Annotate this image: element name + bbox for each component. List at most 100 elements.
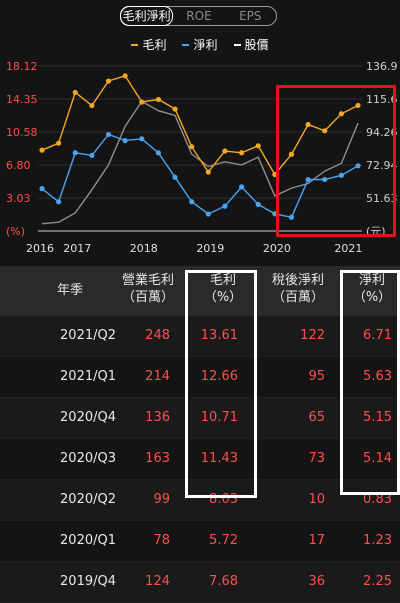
cell-quarter: 2020/Q1 xyxy=(60,533,116,548)
x-tick-label: 2021 xyxy=(334,242,362,255)
x-tick-label: 2019 xyxy=(196,242,224,255)
table-row[interactable]: 2020/Q1 78 5.72 17 1.23 xyxy=(0,521,400,562)
highlight-box-recent-chart xyxy=(276,85,396,237)
header-net-margin-line2: （%） xyxy=(352,290,392,305)
header-net-profit: 稅後淨利 （百萬） xyxy=(258,272,338,306)
cell-gross-margin: 13.61 xyxy=(200,328,238,343)
net-margin-point xyxy=(172,174,178,180)
cell-quarter: 2019/Q4 xyxy=(60,574,116,589)
legend-price-label: 股價 xyxy=(244,38,269,52)
cell-net-margin: 5.63 xyxy=(363,369,392,384)
cell-net-profit: 17 xyxy=(308,533,325,548)
gross-margin-point xyxy=(305,121,311,128)
chart-type-tabs: 毛利淨利 ROE EPS xyxy=(120,6,277,26)
cell-net-profit: 122 xyxy=(300,328,325,343)
net-margin-point xyxy=(222,203,228,209)
table-row[interactable]: 2021/Q2 248 13.61 122 6.71 xyxy=(0,316,400,357)
header-gross-profit-line1: 營業毛利 xyxy=(121,273,174,288)
cell-gross-profit: 78 xyxy=(153,533,170,548)
table-header: 年季 營業毛利 （百萬） 毛利 （%） 稅後淨利 （百萬） 淨利 （%） xyxy=(0,266,400,316)
table-row[interactable]: 2020/Q4 136 10.71 65 5.15 xyxy=(0,398,400,439)
legend-price-swatch xyxy=(233,43,241,46)
cell-net-margin: 5.15 xyxy=(363,410,392,425)
cell-net-margin: 2.25 xyxy=(363,574,392,589)
legend-net-swatch xyxy=(182,43,190,46)
table-row[interactable]: 2020/Q3 163 11.43 73 5.14 xyxy=(0,439,400,480)
chart-legend: 毛利 淨利 股價 xyxy=(0,36,400,53)
cell-net-profit: 73 xyxy=(308,451,325,466)
legend-net-label: 淨利 xyxy=(193,38,218,52)
header-gross-margin-line2: （%） xyxy=(203,290,243,305)
cell-gross-profit: 214 xyxy=(145,369,170,384)
left-axis-tick: 6.80 xyxy=(6,159,31,172)
legend-price[interactable]: 股價 xyxy=(233,36,269,53)
gross-margin-point xyxy=(189,144,195,150)
cell-quarter: 2021/Q1 xyxy=(60,369,116,384)
header-gross-margin-line1: 毛利 xyxy=(209,273,236,288)
x-tick-label: 2018 xyxy=(130,242,158,255)
cell-net-margin: 0.83 xyxy=(363,492,392,507)
tab-margin[interactable]: 毛利淨利 xyxy=(120,6,174,26)
net-margin-point xyxy=(305,176,311,183)
net-margin-point xyxy=(338,172,344,178)
cell-net-profit: 36 xyxy=(308,574,325,589)
table-row[interactable]: 2019/Q4 124 7.68 36 2.25 xyxy=(0,562,400,603)
gross-margin-point xyxy=(255,143,261,149)
cell-quarter: 2020/Q3 xyxy=(60,451,116,466)
cell-net-margin: 5.14 xyxy=(363,451,392,466)
x-tick-label: 2017 xyxy=(63,242,91,255)
cell-gross-profit: 248 xyxy=(145,328,170,343)
net-margin-point xyxy=(56,199,62,205)
gross-margin-point xyxy=(238,150,245,156)
right-axis-tick: 51.63 xyxy=(366,192,398,205)
net-margin-point xyxy=(39,186,45,192)
left-axis-tick: (%) xyxy=(6,225,25,238)
gross-margin-point xyxy=(288,151,295,157)
legend-gross[interactable]: 毛利 xyxy=(131,36,166,53)
header-net-profit-line2: （百萬） xyxy=(271,290,324,305)
right-axis-tick: 136.9 xyxy=(366,60,398,73)
gross-margin-point xyxy=(322,128,328,134)
gross-margin-point xyxy=(89,102,95,109)
table-row[interactable]: 2021/Q1 214 12.66 95 5.63 xyxy=(0,357,400,398)
gross-margin-point xyxy=(155,96,162,103)
gross-margin-point xyxy=(56,140,62,146)
gross-margin-point xyxy=(39,147,45,153)
net-margin-point xyxy=(139,136,145,142)
cell-gross-margin: 10.71 xyxy=(200,410,238,425)
cell-gross-margin: 7.68 xyxy=(209,574,238,589)
net-margin-point xyxy=(355,163,361,169)
legend-gross-swatch xyxy=(131,43,139,46)
left-axis-tick: 14.35 xyxy=(6,93,38,106)
highlight-box-gross-margin xyxy=(185,270,257,498)
legend-net[interactable]: 淨利 xyxy=(182,36,218,53)
left-axis-tick: 3.03 xyxy=(6,192,31,205)
cell-net-margin: 6.71 xyxy=(363,328,392,343)
header-net-margin-line1: 淨利 xyxy=(358,273,385,288)
tab-eps[interactable]: EPS xyxy=(239,9,262,23)
cell-gross-margin: 5.72 xyxy=(209,533,238,548)
header-gross-margin: 毛利 （%） xyxy=(190,272,256,306)
x-tick-label: 2020 xyxy=(263,242,291,255)
gross-margin-line xyxy=(41,74,359,176)
cell-net-profit: 95 xyxy=(308,369,325,384)
net-margin-point xyxy=(105,131,112,138)
net-margin-point xyxy=(72,150,78,156)
tab-roe[interactable]: ROE xyxy=(186,9,212,23)
legend-gross-label: 毛利 xyxy=(142,38,167,52)
cell-net-margin: 1.23 xyxy=(363,533,392,548)
net-margin-line xyxy=(41,133,359,219)
left-axis-tick: 10.58 xyxy=(6,126,38,139)
cell-gross-margin: 11.43 xyxy=(200,451,238,466)
cell-gross-profit: 136 xyxy=(145,410,170,425)
net-margin-point xyxy=(238,184,245,190)
cell-quarter: 2021/Q2 xyxy=(60,328,116,343)
cell-gross-profit: 163 xyxy=(145,451,170,466)
highlight-box-net-margin xyxy=(340,270,400,495)
header-gross-profit-line2: （百萬） xyxy=(121,290,174,305)
cell-gross-margin: 12.66 xyxy=(200,369,238,384)
header-quarter: 年季 xyxy=(56,283,83,298)
cell-gross-profit: 99 xyxy=(153,492,170,507)
net-margin-point xyxy=(205,211,211,217)
net-margin-point xyxy=(89,152,95,159)
